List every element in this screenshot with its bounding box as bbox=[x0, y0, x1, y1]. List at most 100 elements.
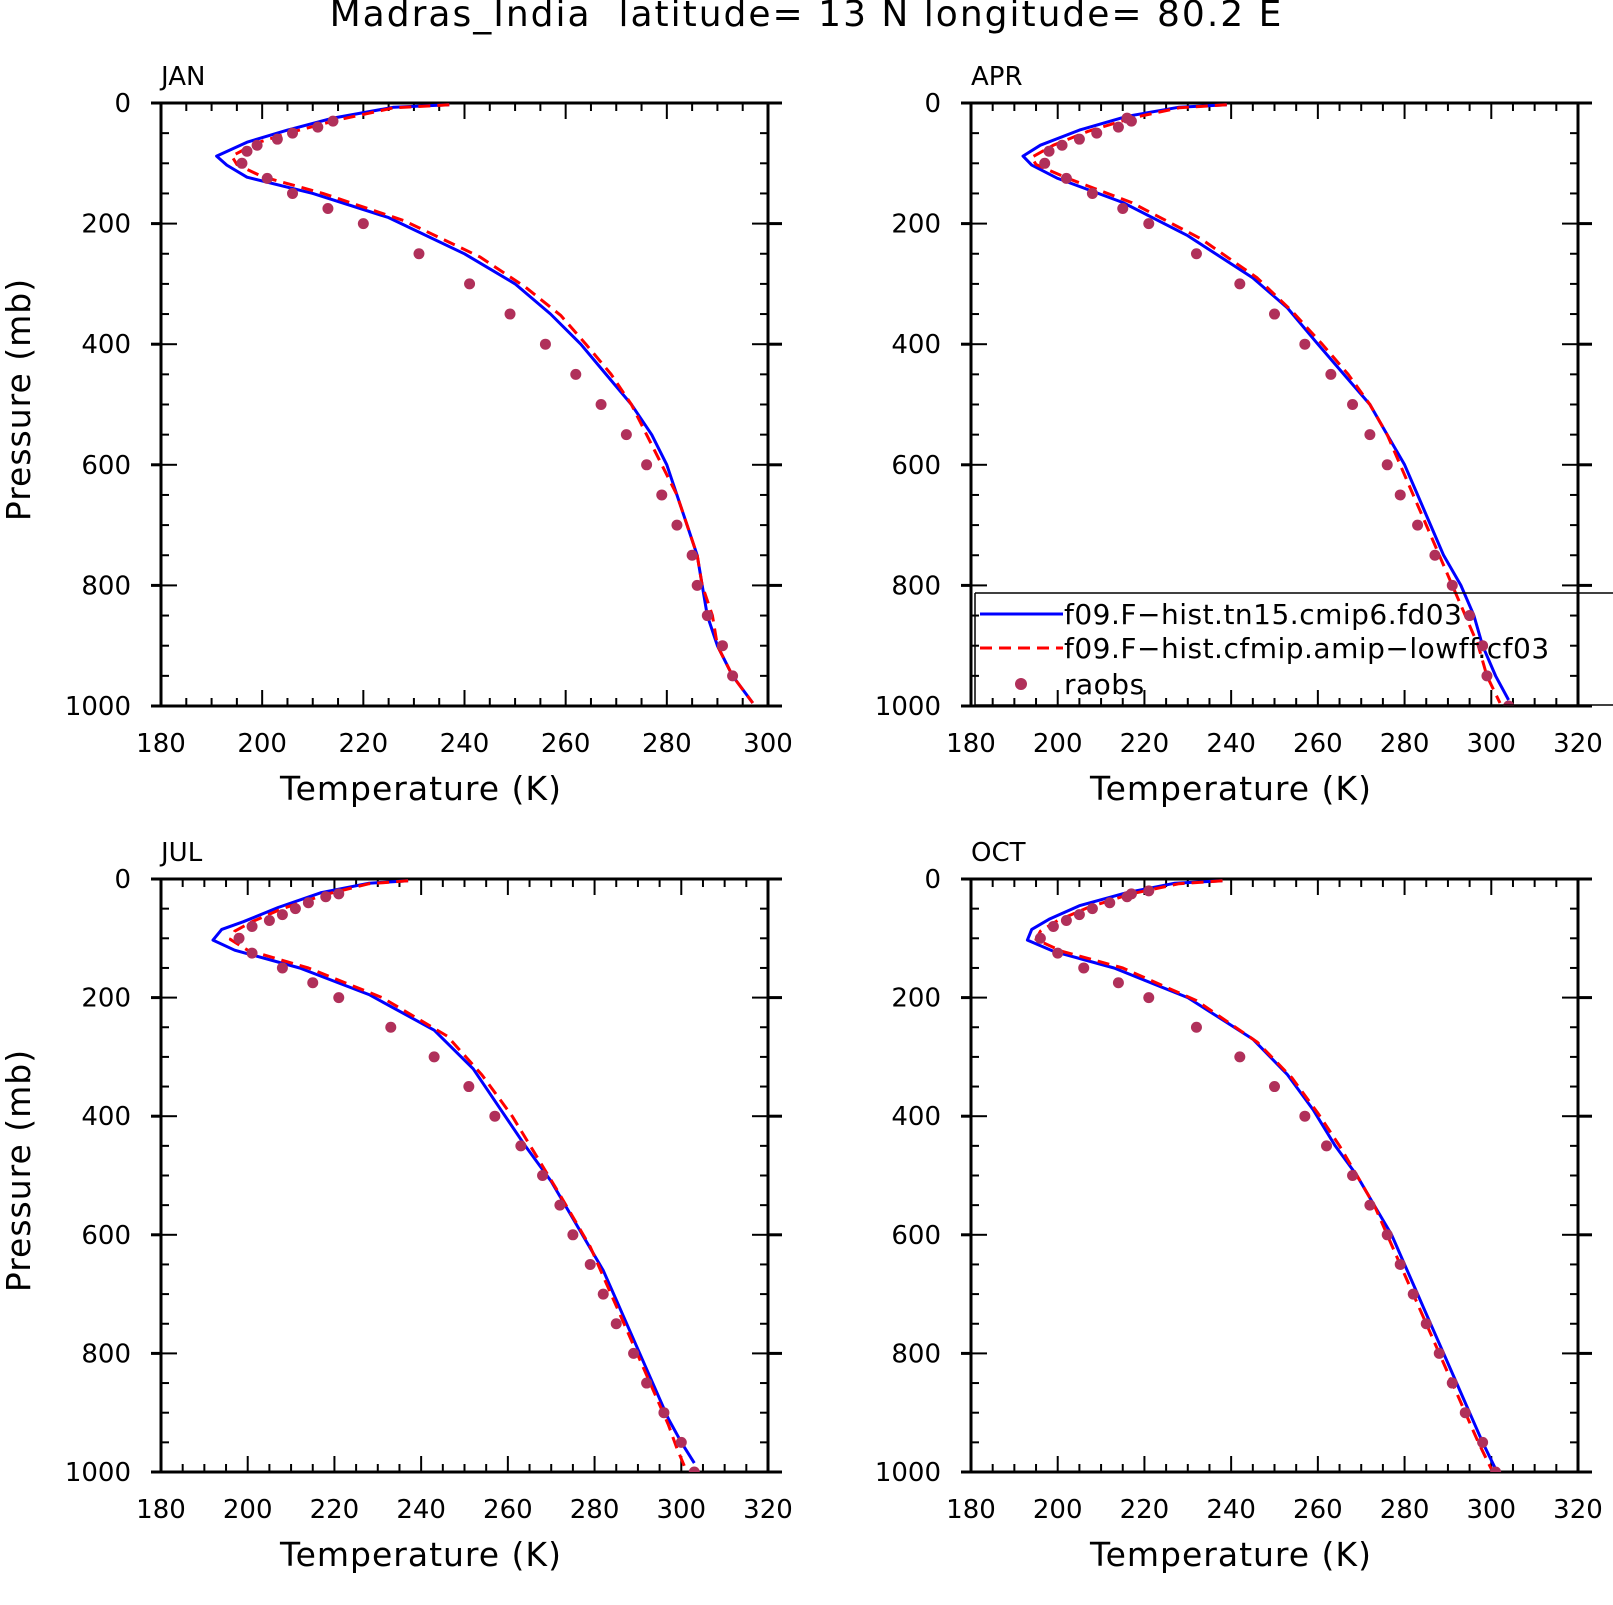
raobs-marker bbox=[1347, 1170, 1359, 1181]
y-tick-label: 400 bbox=[81, 1102, 131, 1132]
raobs-marker bbox=[701, 610, 713, 622]
raobs-marker bbox=[1429, 549, 1441, 561]
raobs-marker bbox=[312, 121, 324, 133]
data-layer bbox=[215, 103, 755, 704]
series-line-solid bbox=[1021, 103, 1510, 701]
raobs-marker bbox=[1477, 640, 1489, 652]
x-tick-label: 240 bbox=[1206, 1495, 1256, 1525]
x-axis-title: Temperature (K) bbox=[279, 769, 562, 808]
raobs-marker bbox=[1073, 133, 1085, 145]
raobs-marker bbox=[1234, 1051, 1246, 1063]
y-tick-label: 1000 bbox=[65, 692, 131, 722]
plot-frame bbox=[159, 101, 770, 708]
raobs-marker bbox=[504, 308, 516, 320]
y-tick-label: 0 bbox=[114, 865, 131, 895]
raobs-marker bbox=[489, 1110, 501, 1122]
y-tick-label: 400 bbox=[81, 330, 131, 360]
raobs-marker bbox=[1112, 977, 1124, 989]
x-tick-label: 260 bbox=[483, 1495, 533, 1525]
raobs-marker bbox=[628, 1347, 640, 1359]
raobs-marker bbox=[1086, 187, 1098, 199]
raobs-marker bbox=[357, 218, 369, 230]
raobs-marker bbox=[1269, 1081, 1280, 1093]
x-tick-label: 180 bbox=[136, 1495, 186, 1525]
x-tick-label: 280 bbox=[642, 729, 692, 759]
raobs-marker bbox=[658, 1407, 670, 1419]
raobs-marker bbox=[1143, 218, 1155, 230]
y-tick-label: 800 bbox=[891, 571, 941, 601]
raobs-marker bbox=[1125, 115, 1137, 127]
raobs-marker bbox=[322, 203, 334, 215]
x-tick-label: 220 bbox=[1120, 729, 1170, 759]
raobs-marker bbox=[236, 157, 248, 169]
y-tick-label: 400 bbox=[891, 330, 941, 360]
y-tick-label: 800 bbox=[891, 1339, 941, 1369]
x-tick-label: 180 bbox=[946, 729, 996, 759]
x-tick-label: 260 bbox=[1293, 1495, 1343, 1525]
x-axis-title: Temperature (K) bbox=[279, 1535, 562, 1574]
raobs-marker bbox=[1190, 248, 1202, 260]
raobs-marker bbox=[567, 1229, 579, 1241]
raobs-marker bbox=[537, 1170, 549, 1181]
raobs-marker bbox=[1034, 932, 1046, 944]
raobs-marker bbox=[1234, 278, 1246, 290]
raobs-marker bbox=[1347, 399, 1359, 410]
y-axis-title: Pressure (mb) bbox=[0, 278, 38, 521]
y-tick-label: 600 bbox=[891, 1221, 941, 1251]
x-tick-label: 300 bbox=[656, 1495, 706, 1525]
y-tick-label: 800 bbox=[81, 1339, 131, 1369]
raobs-marker bbox=[675, 1436, 687, 1448]
raobs-marker bbox=[554, 1199, 566, 1211]
y-tick-label: 600 bbox=[891, 451, 941, 481]
y-tick-label: 400 bbox=[891, 1102, 941, 1132]
raobs-marker bbox=[261, 172, 273, 184]
raobs-marker bbox=[584, 1258, 596, 1270]
raobs-marker bbox=[1143, 992, 1155, 1004]
x-tick-label: 200 bbox=[1033, 1495, 1083, 1525]
y-tick-label: 200 bbox=[891, 984, 941, 1014]
raobs-marker bbox=[1056, 139, 1068, 151]
raobs-marker bbox=[620, 429, 632, 441]
raobs-marker bbox=[515, 1140, 527, 1152]
raobs-marker bbox=[246, 920, 258, 932]
panel-label: JUL bbox=[159, 838, 203, 868]
x-tick-label: 280 bbox=[1380, 729, 1430, 759]
raobs-marker bbox=[1321, 1140, 1333, 1152]
raobs-marker bbox=[1104, 897, 1116, 909]
raobs-marker bbox=[1407, 1288, 1419, 1300]
raobs-marker bbox=[1394, 489, 1406, 501]
plot-frame bbox=[159, 877, 770, 1474]
raobs-marker bbox=[1381, 459, 1393, 471]
raobs-marker bbox=[1052, 947, 1064, 959]
figure-title: Madras_India latitude= 13 N longitude= 8… bbox=[329, 0, 1284, 35]
raobs-marker bbox=[233, 932, 245, 944]
raobs-marker bbox=[289, 903, 301, 915]
raobs-marker bbox=[610, 1318, 622, 1330]
x-tick-label: 240 bbox=[440, 729, 490, 759]
raobs-marker bbox=[327, 115, 339, 127]
x-tick-label: 200 bbox=[223, 1495, 273, 1525]
raobs-marker bbox=[251, 139, 263, 151]
raobs-marker bbox=[1190, 1021, 1202, 1033]
panel-label: JAN bbox=[159, 62, 205, 92]
y-tick-label: 200 bbox=[891, 210, 941, 240]
x-tick-label: 240 bbox=[396, 1495, 446, 1525]
raobs-marker bbox=[1477, 1436, 1489, 1448]
raobs-marker bbox=[716, 640, 728, 652]
raobs-marker bbox=[320, 891, 332, 903]
raobs-marker bbox=[1121, 891, 1133, 903]
raobs-marker bbox=[1073, 909, 1085, 921]
legend-label: raobs bbox=[1064, 668, 1145, 701]
raobs-marker bbox=[727, 670, 739, 682]
raobs-marker bbox=[595, 399, 607, 410]
x-tick-label: 280 bbox=[1380, 1495, 1430, 1525]
data-layer bbox=[1021, 103, 1515, 706]
x-tick-label: 180 bbox=[946, 1495, 996, 1525]
x-tick-label: 200 bbox=[237, 729, 287, 759]
y-tick-label: 0 bbox=[924, 89, 941, 119]
x-tick-label: 300 bbox=[1466, 1495, 1516, 1525]
